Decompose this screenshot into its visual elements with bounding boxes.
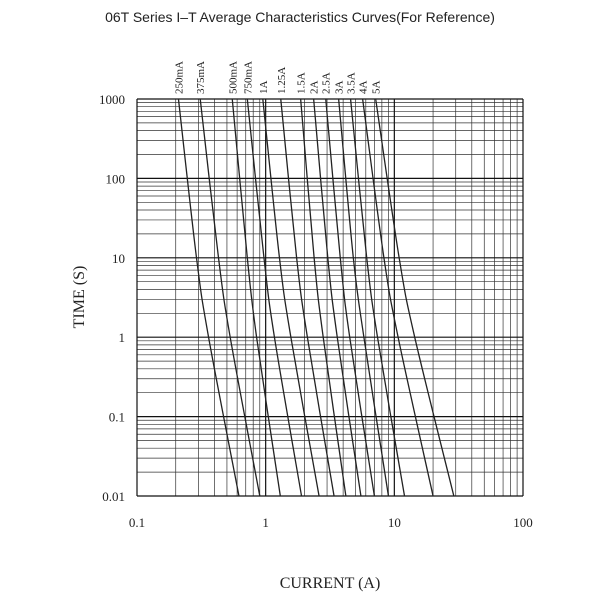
curve xyxy=(361,98,434,497)
legend-label: 1.5A xyxy=(296,72,308,94)
curve xyxy=(262,98,320,497)
curve xyxy=(231,98,281,497)
chart-title: 06T Series I–T Average Characteristics C… xyxy=(105,9,495,25)
legend-label: 3A xyxy=(334,81,346,95)
y-tick-label: 0.1 xyxy=(109,410,125,425)
curve xyxy=(177,98,240,497)
y-tick-label: 1 xyxy=(119,330,126,345)
legend-label: 5A xyxy=(371,81,383,95)
y-axis-label: TIME (S) xyxy=(71,266,88,329)
curve xyxy=(280,98,335,497)
curve xyxy=(337,98,390,497)
legend-label: 2.5A xyxy=(321,72,333,94)
x-tick-label: 100 xyxy=(513,515,533,530)
legend-label: 1.25A xyxy=(276,67,288,94)
legend-label: 500mA xyxy=(227,61,239,94)
curve xyxy=(299,98,347,497)
x-axis-label: CURRENT (A) xyxy=(280,575,381,592)
curve xyxy=(199,98,261,497)
x-tick-label: 10 xyxy=(388,515,401,530)
curve xyxy=(349,98,406,497)
curve xyxy=(325,98,376,497)
x-tick-label: 0.1 xyxy=(129,515,145,530)
curve xyxy=(375,98,455,497)
legend-label: 250mA xyxy=(173,61,185,94)
legend-label: 2A xyxy=(309,81,321,95)
legend-label: 3.5A xyxy=(346,72,358,94)
legend-label: 750mA xyxy=(242,61,254,94)
y-tick-label: 1000 xyxy=(99,92,125,107)
legend-label: 4A xyxy=(358,81,370,95)
y-tick-label: 0.01 xyxy=(102,489,125,504)
curve xyxy=(313,98,362,497)
x-tick-label: 1 xyxy=(262,515,269,530)
legend-label: 375mA xyxy=(195,61,207,94)
curve xyxy=(246,98,303,497)
legend-label: 1A xyxy=(258,81,270,95)
y-tick-label: 10 xyxy=(112,251,125,266)
y-tick-label: 100 xyxy=(106,171,126,186)
